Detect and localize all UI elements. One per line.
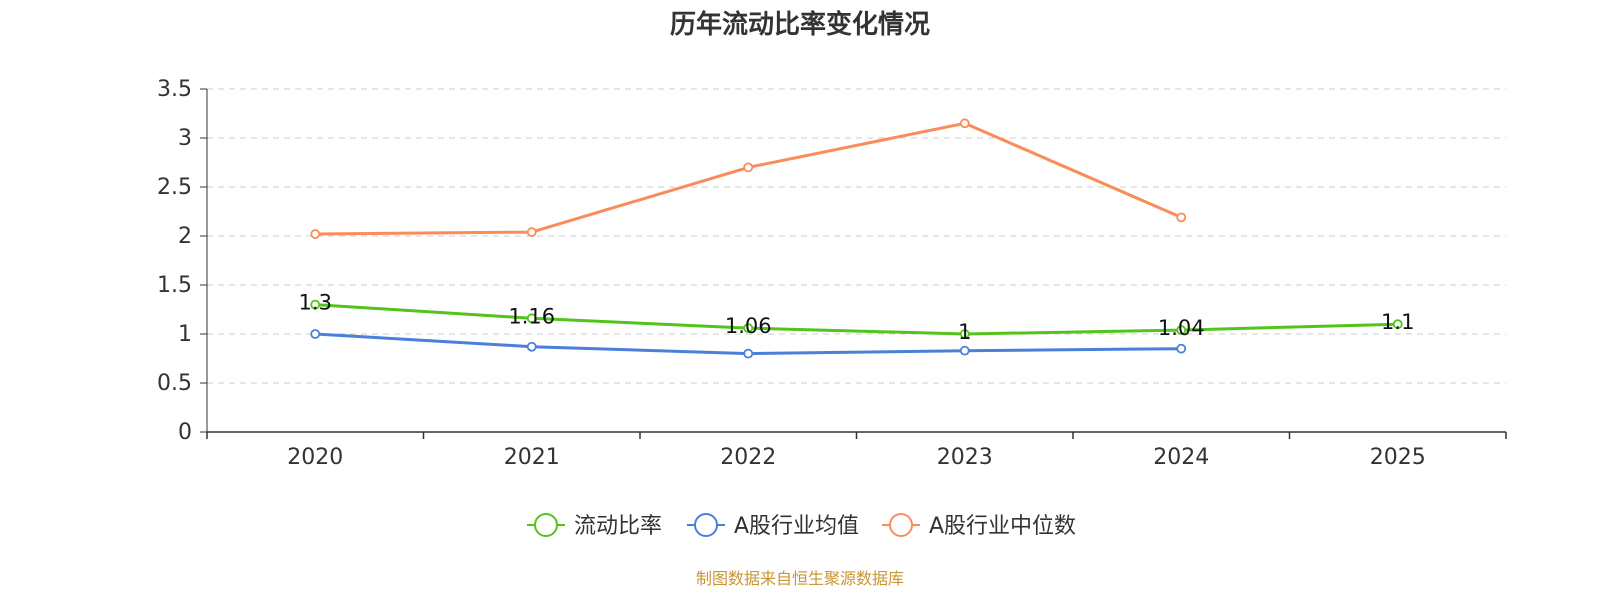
data-labels: 1.3 1.16 1.06 1 1.04 1.1 xyxy=(299,291,1415,344)
y-tick-label: 3.5 xyxy=(157,77,192,102)
data-label: 1.16 xyxy=(508,304,555,328)
data-point[interactable] xyxy=(1176,212,1187,223)
y-tick-label: 1.5 xyxy=(157,273,192,298)
legend-swatch-marker xyxy=(534,513,558,537)
y-tick-label: 0 xyxy=(178,420,192,445)
data-label: 1.06 xyxy=(725,314,772,338)
axes: 0 0.5 1 1.5 2 2.5 3 3.5 2020 2021 2022 2023 2024 2025 xyxy=(157,77,1507,470)
chart-title: 历年流动比率变化情况 xyxy=(670,9,930,40)
grid-lines xyxy=(207,88,1506,384)
x-tick-label: 2024 xyxy=(1153,445,1209,470)
legend-item[interactable]: A股行业均值 xyxy=(687,513,859,539)
x-tick-label: 2025 xyxy=(1370,445,1426,470)
legend-item[interactable]: 流动比率 xyxy=(527,513,662,539)
x-tick-label: 2022 xyxy=(720,445,776,470)
data-point[interactable] xyxy=(743,323,754,334)
data-label: 1.1 xyxy=(1381,310,1414,334)
data-point[interactable] xyxy=(1176,325,1187,335)
data-point[interactable] xyxy=(310,329,321,339)
data-point[interactable] xyxy=(1176,343,1187,354)
data-point[interactable] xyxy=(743,162,754,173)
y-tick-label: 1 xyxy=(178,322,192,347)
data-point[interactable] xyxy=(310,299,321,310)
y-tick-label: 2.5 xyxy=(157,175,192,200)
data-label: 1.04 xyxy=(1158,316,1205,340)
data-point[interactable] xyxy=(310,229,321,239)
x-tick-label: 2023 xyxy=(937,445,993,470)
legend-label: 流动比率 xyxy=(574,514,662,539)
data-point[interactable] xyxy=(959,329,970,339)
legend-swatch-marker xyxy=(889,513,913,537)
data-label: 1.3 xyxy=(299,291,332,315)
x-tick-label: 2021 xyxy=(504,445,560,470)
x-tick-label: 2020 xyxy=(287,445,343,470)
legend-label: A股行业均值 xyxy=(734,514,859,539)
source-note: 制图数据来自恒生聚源数据库 xyxy=(696,569,904,588)
y-tick-label: 0.5 xyxy=(157,371,192,396)
legend[interactable]: 流动比率 A股行业均值 A股行业中位数 xyxy=(527,513,1076,539)
data-point[interactable] xyxy=(743,348,754,359)
legend-swatch-marker xyxy=(694,513,718,537)
data-point[interactable] xyxy=(959,118,970,129)
series-line xyxy=(315,121,1182,236)
y-tick-label: 2 xyxy=(178,224,192,249)
data-point[interactable] xyxy=(526,227,537,237)
data-point[interactable] xyxy=(959,345,970,356)
legend-label: A股行业中位数 xyxy=(929,514,1076,539)
legend-item[interactable]: A股行业中位数 xyxy=(882,513,1076,539)
y-tick-label: 3 xyxy=(178,126,192,151)
data-point[interactable] xyxy=(1392,319,1403,330)
data-point[interactable] xyxy=(526,341,537,352)
data-point[interactable] xyxy=(526,313,537,324)
series-lines xyxy=(310,118,1403,359)
data-label: 1 xyxy=(958,320,971,344)
series-line xyxy=(315,303,1398,336)
